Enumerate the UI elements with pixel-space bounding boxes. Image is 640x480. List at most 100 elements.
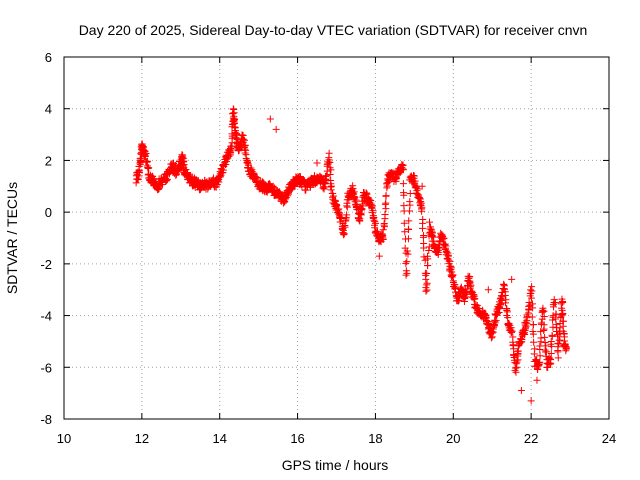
data-point [253, 174, 261, 182]
data-point [370, 216, 378, 224]
y-tick-label: -6 [40, 360, 52, 375]
data-point [142, 150, 150, 158]
data-point [400, 191, 408, 199]
data-point [381, 210, 389, 218]
data-point [321, 176, 329, 184]
data-point [349, 189, 357, 197]
data-point [402, 259, 410, 267]
data-point [402, 271, 410, 279]
data-point [482, 311, 490, 319]
data-point [536, 358, 544, 366]
data-point [420, 244, 428, 252]
data-point [483, 320, 491, 328]
data-point [342, 215, 350, 223]
x-axis-label: GPS time / hours [282, 457, 389, 473]
data-point [504, 314, 512, 322]
data-points [132, 105, 570, 405]
data-point [547, 360, 555, 368]
data-point [420, 232, 428, 240]
data-point [507, 328, 515, 336]
data-point [327, 166, 335, 174]
data-point [541, 338, 549, 346]
data-point [547, 350, 555, 358]
data-point [501, 292, 509, 300]
data-point [373, 229, 381, 237]
data-point [382, 199, 390, 207]
data-point [440, 241, 448, 249]
data-point [551, 299, 559, 307]
data-point [230, 119, 238, 127]
data-point [340, 230, 348, 238]
y-tick-label: 6 [45, 50, 52, 65]
data-point [134, 175, 142, 183]
data-point [406, 207, 414, 215]
data-point [313, 159, 321, 167]
data-point [403, 269, 411, 277]
data-point [356, 214, 364, 222]
data-point [550, 296, 558, 304]
data-point [319, 184, 327, 192]
data-point [449, 271, 457, 279]
data-point [284, 190, 292, 198]
data-point [228, 146, 236, 154]
data-point [540, 325, 548, 333]
data-point [540, 313, 548, 321]
data-point [422, 287, 430, 295]
data-point [380, 220, 388, 228]
data-point [424, 262, 432, 270]
data-point [441, 240, 449, 248]
data-point [375, 252, 383, 260]
data-point [530, 338, 538, 346]
data-point [418, 182, 426, 190]
data-point [562, 345, 570, 353]
data-point [525, 305, 533, 313]
y-tick-label: 4 [45, 102, 52, 117]
data-point [444, 252, 452, 260]
data-point [429, 237, 437, 245]
y-axis-label: SDTVAR / TECUs [4, 182, 20, 294]
y-tick-label: 0 [45, 205, 52, 220]
data-point [405, 217, 413, 225]
data-point [536, 342, 544, 350]
data-point [291, 183, 299, 191]
data-point [327, 182, 335, 190]
data-point [542, 342, 550, 350]
data-point [510, 345, 518, 353]
data-point [172, 171, 180, 179]
data-point [418, 204, 426, 212]
data-point [502, 296, 510, 304]
data-point [508, 275, 516, 283]
data-point [425, 243, 433, 251]
data-point [415, 194, 423, 202]
data-point [508, 327, 516, 335]
data-point [135, 168, 143, 176]
data-point [488, 333, 496, 341]
data-point [529, 330, 537, 338]
x-tick-label: 16 [290, 431, 304, 446]
data-point [336, 218, 344, 226]
data-point [530, 350, 538, 358]
data-point [424, 255, 432, 263]
data-point [392, 174, 400, 182]
data-point [238, 131, 246, 139]
data-point [363, 190, 371, 198]
y-tick-label: -4 [40, 309, 52, 324]
data-point [399, 180, 407, 188]
data-point [322, 172, 330, 180]
y-tick-label: -2 [40, 257, 52, 272]
data-point [272, 125, 280, 133]
data-point [404, 250, 412, 258]
data-point [419, 224, 427, 232]
data-point [401, 228, 409, 236]
data-point [145, 164, 153, 172]
data-point [266, 115, 274, 123]
data-point [528, 287, 536, 295]
data-point [533, 376, 541, 384]
data-point [302, 186, 310, 194]
data-point [556, 336, 564, 344]
data-point [517, 387, 525, 395]
data-point [428, 232, 436, 240]
data-point [512, 360, 520, 368]
